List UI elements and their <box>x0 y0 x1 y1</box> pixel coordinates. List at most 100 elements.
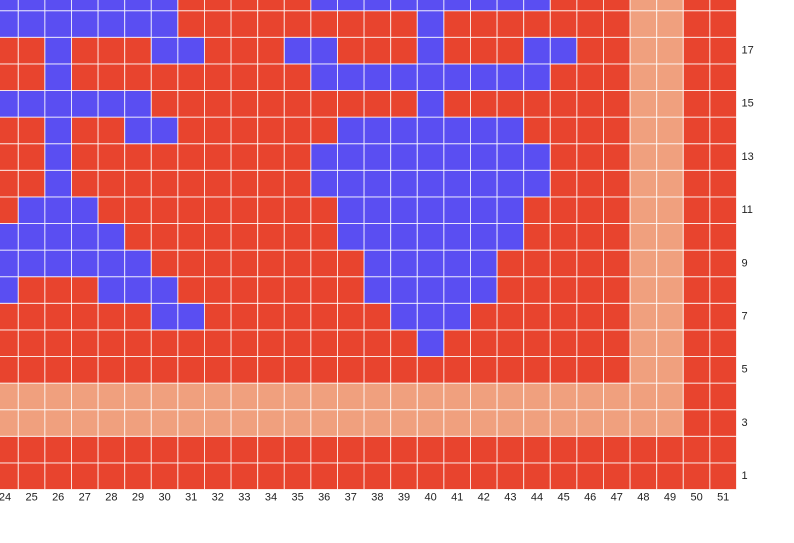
cell <box>416 462 445 490</box>
cell <box>549 356 578 384</box>
cell <box>416 223 445 251</box>
cell <box>709 435 738 464</box>
cell <box>150 196 179 224</box>
cell <box>709 302 738 331</box>
cell <box>629 63 658 92</box>
cell <box>470 276 498 304</box>
cell <box>523 409 551 437</box>
cell <box>230 63 259 92</box>
cell <box>656 0 684 12</box>
column-label: 33 <box>238 491 250 503</box>
cell <box>0 382 19 411</box>
cell <box>150 116 179 145</box>
cell <box>523 63 551 92</box>
column-label: 37 <box>345 491 357 503</box>
cell <box>150 10 179 38</box>
cell <box>97 196 126 224</box>
cell <box>496 90 525 118</box>
cell <box>97 143 126 171</box>
cell <box>629 276 658 304</box>
cell <box>603 329 631 357</box>
cell <box>470 409 498 437</box>
cell <box>283 90 312 118</box>
cell <box>656 223 684 251</box>
cell <box>150 409 179 437</box>
cell <box>523 382 551 411</box>
cell <box>470 90 498 118</box>
cell <box>124 116 152 145</box>
cell <box>470 223 498 251</box>
cell <box>629 143 658 171</box>
cell <box>603 90 631 118</box>
cell <box>0 409 19 437</box>
cell <box>230 0 259 12</box>
row-label: 15 <box>742 98 754 110</box>
cell <box>257 329 285 357</box>
cell <box>337 302 365 331</box>
cell <box>603 223 631 251</box>
cell <box>150 90 179 118</box>
cell <box>390 249 418 278</box>
cell <box>257 36 285 65</box>
cell <box>97 435 126 464</box>
cell <box>44 276 73 304</box>
row-label: 13 <box>742 151 754 163</box>
cell <box>682 143 711 171</box>
cell <box>17 90 46 118</box>
cell <box>310 302 338 331</box>
cell <box>629 36 658 65</box>
cell <box>283 329 312 357</box>
cell <box>576 116 605 145</box>
cell <box>629 116 658 145</box>
cell <box>549 10 578 38</box>
cell <box>257 63 285 92</box>
cell <box>257 356 285 384</box>
cell <box>0 329 19 357</box>
cell <box>124 143 152 171</box>
cell <box>310 196 338 224</box>
cell <box>656 249 684 278</box>
cell <box>44 63 73 92</box>
cell <box>549 462 578 490</box>
cell <box>496 302 525 331</box>
cell <box>496 382 525 411</box>
cell <box>603 276 631 304</box>
cell <box>709 169 738 198</box>
column-label: 35 <box>291 491 303 503</box>
cell <box>549 276 578 304</box>
cell <box>416 0 445 12</box>
cell <box>177 36 205 65</box>
cell <box>44 223 73 251</box>
cell <box>416 36 445 65</box>
cell <box>97 462 126 490</box>
cell <box>682 196 711 224</box>
cell <box>337 462 365 490</box>
cell <box>603 143 631 171</box>
cell <box>150 0 179 12</box>
cell <box>682 116 711 145</box>
cell <box>71 409 99 437</box>
cell <box>0 0 19 12</box>
cell <box>124 196 152 224</box>
cell <box>124 36 152 65</box>
cell <box>603 409 631 437</box>
cell <box>0 435 19 464</box>
cell <box>283 302 312 331</box>
column-label: 42 <box>478 491 490 503</box>
row-label: 1 <box>742 470 748 482</box>
cell <box>390 0 418 12</box>
cell <box>44 382 73 411</box>
cell <box>177 356 205 384</box>
cell <box>97 249 126 278</box>
cell <box>230 169 259 198</box>
column-label: 31 <box>185 491 197 503</box>
cell <box>204 0 232 12</box>
cell <box>363 435 392 464</box>
cell <box>709 143 738 171</box>
cell <box>310 0 338 12</box>
cell <box>71 302 99 331</box>
cell <box>496 63 525 92</box>
cell <box>283 356 312 384</box>
cell <box>310 63 338 92</box>
cell <box>496 116 525 145</box>
